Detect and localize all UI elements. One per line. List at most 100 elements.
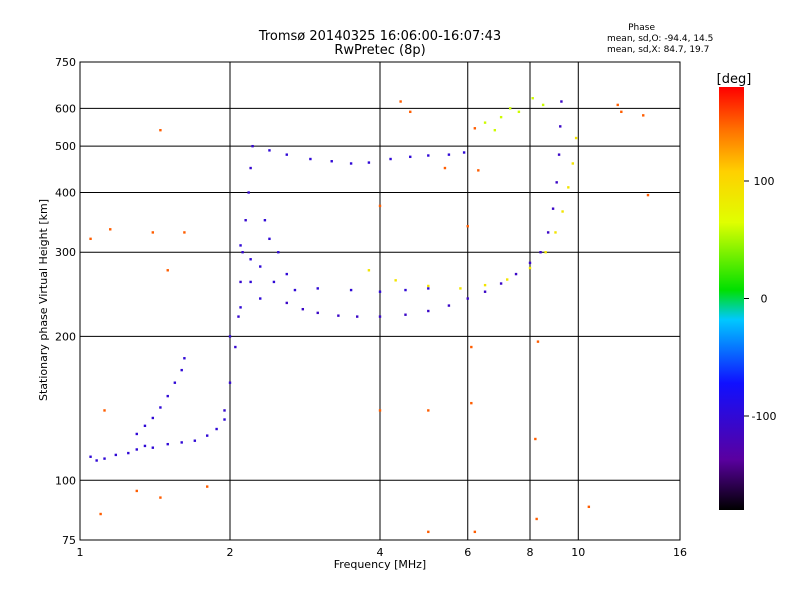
- data-point: [528, 266, 532, 270]
- data-point: [473, 127, 477, 130]
- data-point: [367, 269, 371, 272]
- data-point: [316, 287, 319, 290]
- x-axis-ticks: 1 2 4 6 8 10 16: [77, 546, 688, 559]
- data-point: [239, 306, 242, 309]
- data-point: [114, 453, 118, 457]
- data-point: [205, 485, 209, 488]
- data-point: [166, 269, 169, 272]
- data-point: [427, 154, 430, 157]
- data-point: [505, 278, 509, 281]
- data-point: [166, 442, 169, 446]
- series-high-echoes: [483, 96, 545, 132]
- data-point: [404, 288, 407, 292]
- data-point: [508, 107, 512, 110]
- data-point: [99, 512, 102, 516]
- data-point: [272, 280, 276, 284]
- data-point: [427, 409, 430, 412]
- colorbar-tick-label: 100: [754, 175, 775, 188]
- data-point: [135, 448, 138, 451]
- data-point: [546, 231, 550, 234]
- y-tick-label: 500: [55, 140, 76, 153]
- data-point: [151, 231, 155, 234]
- data-point: [544, 251, 547, 254]
- data-point: [285, 301, 288, 305]
- data-point: [259, 265, 262, 268]
- series-scattered: [89, 100, 650, 534]
- series-F-upper: [293, 287, 430, 293]
- data-point: [399, 100, 402, 103]
- data-point: [223, 409, 226, 412]
- data-point: [557, 153, 561, 156]
- data-point: [103, 409, 106, 412]
- x-tick-label: 2: [227, 546, 234, 559]
- data-point: [499, 115, 503, 119]
- x-tick-label: 6: [464, 546, 471, 559]
- data-point: [466, 225, 469, 228]
- data-point: [389, 157, 392, 161]
- y-tick-label: 300: [55, 246, 76, 259]
- data-point: [109, 228, 112, 231]
- series-F-cusp: [223, 144, 254, 412]
- data-point: [223, 418, 226, 421]
- data-point: [173, 381, 177, 384]
- data-points: [89, 96, 650, 534]
- data-point: [241, 251, 244, 254]
- data-point: [367, 161, 371, 164]
- data-point: [103, 457, 106, 460]
- data-point: [89, 455, 92, 458]
- data-point: [560, 100, 563, 103]
- data-point: [567, 186, 570, 189]
- data-point: [277, 251, 280, 254]
- data-point: [166, 394, 169, 398]
- data-point: [571, 162, 575, 165]
- data-point: [443, 166, 447, 170]
- series-F-x-ray: [367, 136, 578, 290]
- data-point: [135, 432, 138, 436]
- data-point: [205, 434, 209, 437]
- x-tick-label: 10: [571, 546, 585, 559]
- data-point: [447, 304, 451, 307]
- data-point: [531, 96, 534, 100]
- data-point: [228, 381, 232, 384]
- data-point: [159, 496, 162, 499]
- data-point: [559, 125, 562, 128]
- data-point: [301, 307, 305, 311]
- data-point: [646, 193, 650, 197]
- data-point: [409, 155, 412, 159]
- colorbar: [719, 87, 744, 510]
- data-point: [466, 297, 469, 300]
- data-point: [268, 237, 271, 241]
- data-point: [355, 315, 359, 318]
- colorbar-label: [deg]: [717, 72, 752, 87]
- colorbar-ticks: 100 0 -100: [744, 175, 776, 423]
- data-point: [89, 237, 92, 241]
- data-point: [316, 311, 319, 315]
- data-point: [459, 287, 462, 290]
- data-point: [239, 244, 242, 247]
- data-point: [378, 409, 382, 412]
- data-point: [239, 280, 242, 284]
- series-E-spread-diag: [135, 357, 186, 436]
- data-point: [330, 160, 333, 163]
- chart-title: Tromsø 20140325 16:06:00-16:07:43: [258, 29, 501, 44]
- data-point: [378, 315, 382, 318]
- data-point: [555, 181, 558, 184]
- data-point: [249, 166, 252, 170]
- data-point: [470, 345, 473, 349]
- x-axis-label: Frequency [MHz]: [334, 558, 426, 571]
- data-point: [251, 144, 254, 148]
- data-point: [534, 437, 537, 441]
- data-point: [247, 191, 250, 194]
- data-point: [285, 153, 288, 156]
- y-tick-label: 600: [55, 102, 76, 115]
- data-point: [159, 406, 162, 409]
- data-point: [427, 309, 430, 313]
- data-point: [554, 231, 557, 234]
- data-point: [574, 136, 578, 140]
- data-point: [483, 121, 487, 124]
- data-point: [268, 149, 271, 152]
- data-point: [539, 251, 542, 254]
- data-point: [394, 279, 397, 282]
- data-point: [620, 110, 623, 114]
